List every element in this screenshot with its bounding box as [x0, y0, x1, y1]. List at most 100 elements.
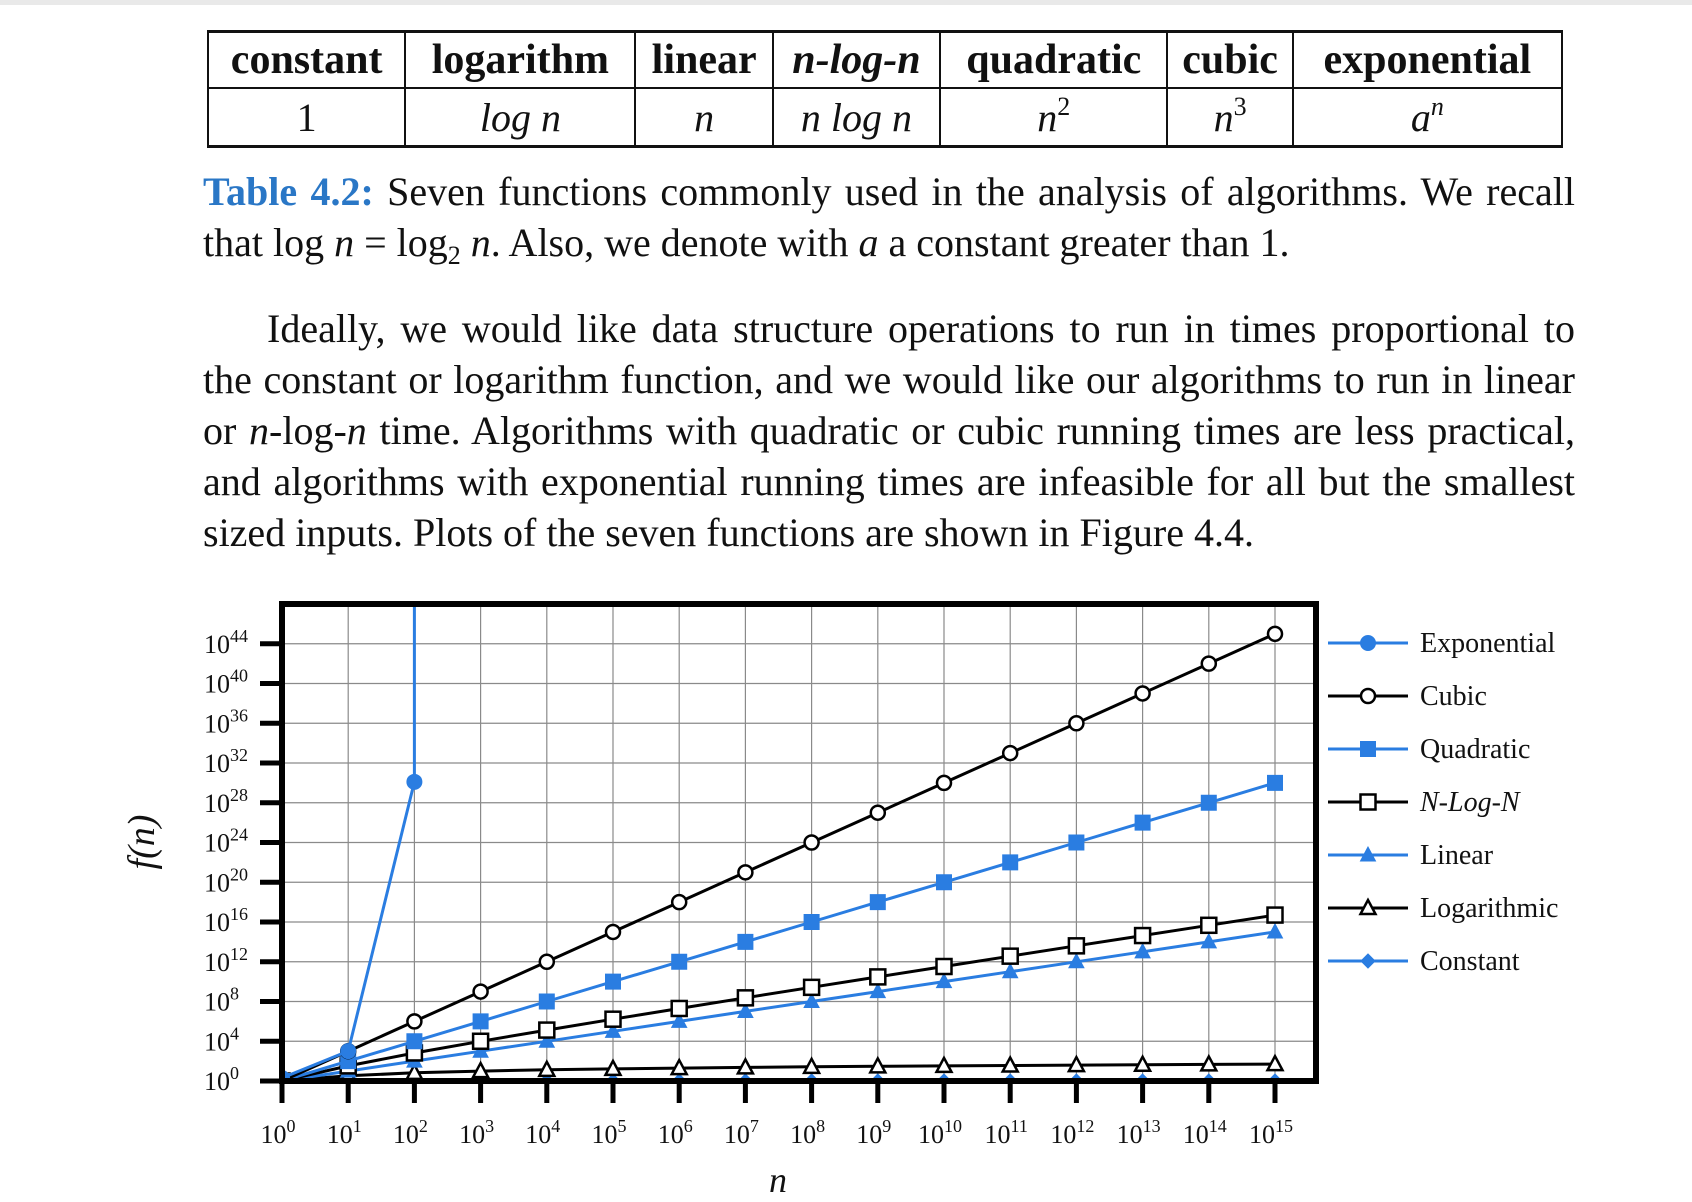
paragraph-text-2: time. Algorithms with quadratic or cubic…	[203, 408, 1575, 555]
caption-var-a: a	[858, 220, 879, 265]
body-paragraph: Ideally, we would like data structure op…	[203, 303, 1575, 558]
cubic-base: n	[1213, 94, 1234, 140]
data-point	[604, 923, 622, 941]
data-point	[1066, 1054, 1086, 1073]
data-point	[1199, 1053, 1219, 1072]
data-point	[1359, 845, 1377, 862]
quadratic-exponent: 2	[1057, 91, 1071, 121]
cell-nlogn: n log n	[771, 87, 942, 148]
paragraph-text-1: Ideally, we would like data structure op…	[203, 306, 1575, 453]
data-point	[935, 972, 953, 989]
caption-label: Table 4.2:	[203, 169, 374, 214]
y-tick-label: 1028	[204, 785, 248, 818]
y-tick-label: 100	[204, 1063, 239, 1096]
table-row: 1 log n n n log n n2 n3 an	[206, 87, 1564, 148]
series-n-log-n	[282, 906, 1284, 1081]
cell-logarithm: log n	[404, 87, 637, 148]
data-point	[472, 983, 489, 1000]
y-tick-label: 1020	[204, 864, 248, 897]
exponential-base: a	[1410, 94, 1431, 140]
series-line	[282, 604, 416, 1080]
data-point	[406, 1013, 423, 1030]
data-point	[538, 993, 555, 1010]
data-point	[1265, 1053, 1285, 1072]
table-header-row: constant logarithm linear n-log-n quadra…	[206, 30, 1564, 89]
series-linear	[282, 922, 1284, 1081]
series-logarithmic	[282, 1053, 1285, 1081]
grid-lines	[281, 603, 1316, 1082]
x-tick-label: 105	[592, 1116, 627, 1149]
y-tick-label: 1012	[204, 944, 248, 977]
data-point	[1200, 655, 1218, 672]
y-tick-label: 1036	[204, 705, 248, 738]
header-cubic: cubic	[1166, 30, 1294, 89]
legend-label: Constant	[1420, 946, 1520, 977]
y-tick-label: 1016	[204, 904, 248, 937]
data-point	[670, 1012, 688, 1028]
legend-label: Quadratic	[1420, 734, 1530, 765]
data-point	[803, 992, 820, 1008]
x-tick-label: 107	[724, 1116, 759, 1149]
data-point	[1068, 834, 1085, 851]
data-point	[803, 834, 820, 851]
legend-label: Exponential	[1420, 628, 1556, 659]
data-point	[737, 864, 754, 881]
data-point	[472, 1013, 489, 1030]
data-point	[935, 774, 953, 792]
data-point	[1134, 685, 1151, 702]
legend-label: Logarithmic	[1420, 893, 1558, 924]
data-point	[735, 1056, 755, 1075]
caption-var-n2: n	[460, 220, 491, 265]
data-point	[869, 894, 886, 911]
x-tick-label: 1011	[985, 1116, 1028, 1149]
x-tick-label: 1012	[1050, 1116, 1094, 1149]
legend-label: Cubic	[1420, 681, 1487, 712]
cell-quadratic: n2	[939, 87, 1169, 148]
y-tick-label: 1040	[204, 666, 248, 699]
viewer-top-border	[0, 0, 1692, 5]
caption-equals-log: = log	[354, 220, 448, 265]
header-linear: linear	[634, 30, 774, 89]
x-tick-label: 103	[459, 1116, 494, 1149]
y-axis-label: f(n)	[121, 815, 163, 870]
series-line	[282, 632, 1276, 1081]
data-point	[869, 804, 887, 821]
x-tick-label: 100	[261, 1116, 296, 1149]
data-point	[669, 1057, 689, 1076]
legend-item: Quadratic	[1328, 734, 1530, 765]
legend-item: N-Log-N	[1328, 787, 1521, 818]
data-point	[1002, 854, 1019, 871]
y-tick-label: 104	[204, 1023, 239, 1056]
data-point	[1359, 793, 1377, 811]
x-tick-label: 1014	[1183, 1116, 1227, 1149]
data-point	[538, 953, 556, 970]
data-point	[868, 1055, 888, 1074]
x-tick-label: 1010	[918, 1116, 962, 1149]
exponential-exponent: n	[1430, 91, 1444, 121]
y-tick-label: 1024	[204, 825, 248, 858]
data-point	[1001, 947, 1019, 965]
data-point	[1360, 741, 1376, 757]
data-point	[670, 999, 688, 1018]
data-point	[537, 1059, 557, 1078]
header-exponential: exponential	[1291, 30, 1564, 89]
data-point	[340, 1043, 357, 1060]
functions-table: constant logarithm linear n-log-n quadra…	[206, 30, 1564, 148]
data-point	[1001, 744, 1019, 762]
data-point	[1266, 906, 1284, 924]
data-point	[803, 914, 820, 930]
data-point	[1200, 916, 1218, 935]
series-group	[282, 604, 1285, 1081]
data-point	[1360, 635, 1376, 651]
header-constant: constant	[206, 30, 407, 89]
data-point	[671, 953, 688, 970]
x-axis-label: n	[769, 1160, 787, 1200]
data-point	[1200, 932, 1218, 949]
caption-text-1: Seven functions commonly used in the ana…	[203, 169, 1575, 265]
paragraph-text: Ideally, we would like data structure op…	[203, 303, 1575, 558]
data-point	[538, 1021, 556, 1039]
data-point	[406, 773, 423, 790]
cell-exponential: an	[1291, 87, 1564, 148]
data-point	[736, 989, 755, 1007]
